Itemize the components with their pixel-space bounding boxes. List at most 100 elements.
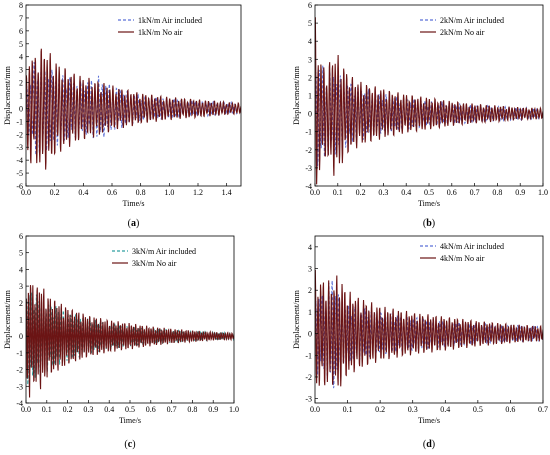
- y-tick-label: 6: [19, 27, 23, 36]
- y-tick-label: 7: [19, 14, 23, 23]
- x-tick-label: 0.2: [375, 405, 385, 414]
- panel-b: 0.0 0.1 0.2 0.3 0.4 0.5 0.6 0.7 0.8 0.9 1.0 -4 -3 -2 -…: [292, 1, 548, 229]
- x-tick-label: 0.0: [21, 188, 31, 197]
- y-tick-label: -3: [16, 143, 23, 152]
- x-tick-label: 0.6: [447, 188, 457, 197]
- x-tick-label: 0.3: [408, 405, 418, 414]
- legend-entry: 4kN/m Air included: [440, 242, 504, 251]
- y-tick-label: -2: [16, 366, 23, 375]
- y-tick-label: -5: [16, 169, 23, 178]
- x-tick-label: 0.6: [505, 405, 515, 414]
- x-tick-label: 0.4: [440, 405, 450, 414]
- x-tick-label: 0.0: [310, 188, 320, 197]
- y-tick-label: 6: [308, 1, 312, 10]
- legend-entry: 4kN/m No air: [440, 254, 485, 263]
- x-tick-label: 0.3: [378, 188, 388, 197]
- x-tick-label: 0.0: [21, 405, 31, 414]
- y-tick-label: 3: [19, 66, 23, 75]
- x-tick-label: 0.1: [42, 405, 52, 414]
- y-tick-label: 0: [19, 332, 23, 341]
- y-tick-label: -2: [305, 373, 312, 382]
- y-tick-label: -2: [305, 146, 312, 155]
- x-tick-label: 0.2: [50, 188, 60, 197]
- y-tick-label: 0: [308, 110, 312, 119]
- x-tick-label: 1.0: [538, 188, 548, 197]
- legend-entry: 3kN/m Air included: [132, 247, 196, 256]
- series-group: [315, 17, 543, 185]
- y-axis-label: Displacement/mm: [292, 65, 301, 124]
- y-tick-label: 1: [308, 92, 312, 101]
- y-tick-label: 1: [19, 92, 23, 101]
- x-tick-label: 0.3: [83, 405, 93, 414]
- y-tick-label: 2: [19, 79, 23, 88]
- y-tick-label: 3: [308, 265, 312, 274]
- legend: 4kN/m Air included 4kN/m No air: [420, 242, 504, 263]
- x-tick-label: 0.9: [208, 405, 218, 414]
- x-tick-label: 0.5: [424, 188, 434, 197]
- x-axis-label: Time/s: [418, 199, 440, 208]
- series-group: [26, 48, 241, 170]
- y-tick-label: -4: [305, 182, 312, 191]
- x-tick-label: 0.7: [470, 188, 480, 197]
- x-tick-label: 0.8: [136, 188, 146, 197]
- legend: 1kN/m Air included 1kN/m No air: [118, 16, 202, 37]
- y-tick-label: 1: [308, 308, 312, 317]
- y-tick-label: -1: [305, 351, 312, 360]
- x-tick-label: 0.8: [187, 405, 197, 414]
- panel-d: 0.0 0.1 0.2 0.3 0.4 0.5 0.6 0.7 -3 -2 -1 0 1 2 3 4 Time/…: [292, 235, 548, 450]
- y-tick-label: -3: [305, 395, 312, 404]
- y-tick-label: -4: [16, 156, 23, 165]
- series-line-no-air: [26, 48, 241, 170]
- legend-entry: 2kN/m Air included: [440, 16, 504, 25]
- y-tick-label: -1: [16, 117, 23, 126]
- y-tick-label: 4: [308, 37, 312, 46]
- x-tick-label: 0.4: [78, 188, 88, 197]
- y-tick-label: -1: [305, 128, 312, 137]
- x-tick-label: 0.9: [515, 188, 525, 197]
- legend-entry: 3kN/m No air: [132, 259, 177, 268]
- x-tick-label: 1.0: [164, 188, 174, 197]
- x-tick-label: 0.4: [104, 405, 114, 414]
- x-tick-label: 0.1: [343, 405, 353, 414]
- x-axis-label: Time/s: [119, 416, 141, 425]
- x-tick-label: 0.6: [146, 405, 156, 414]
- x-tick-label: 0.5: [125, 405, 135, 414]
- y-axis-label: Displacement/mm: [3, 65, 12, 124]
- series-line-no-air: [315, 17, 543, 185]
- y-tick-label: 2: [308, 286, 312, 295]
- x-axis-label: Time/s: [123, 199, 145, 208]
- legend-entry: 1kN/m Air included: [138, 16, 202, 25]
- x-tick-label: 0.5: [473, 405, 483, 414]
- series-group: [315, 269, 543, 389]
- plot-frame: [314, 235, 544, 404]
- panel-label: (a): [128, 218, 140, 229]
- series-line-no-air: [26, 285, 234, 398]
- x-tick-label: 1.2: [193, 188, 203, 197]
- y-tick-label: 4: [308, 243, 312, 252]
- y-tick-label: -3: [305, 164, 312, 173]
- x-axis-label: Time/s: [418, 416, 440, 425]
- y-tick-label: -6: [16, 182, 23, 191]
- y-tick-label: 3: [19, 282, 23, 291]
- panel-a: 0.0 0.2 0.4 0.6 0.8 1.0 1.2 1.4 -6 -5 -4 -3 -2 -1 0 1 2 3…: [3, 1, 242, 229]
- y-axis-label: Displacement/mm: [292, 289, 301, 348]
- series-group: [26, 285, 234, 398]
- x-tick-label: 0.7: [167, 405, 177, 414]
- legend-entry: 1kN/m No air: [138, 28, 183, 37]
- y-tick-label: -3: [16, 382, 23, 391]
- y-tick-label: 4: [19, 265, 23, 274]
- x-tick-label: 1.4: [222, 188, 232, 197]
- y-tick-label: 6: [19, 232, 23, 241]
- x-tick-label: 0.2: [356, 188, 366, 197]
- x-tick-label: 0.0: [310, 405, 320, 414]
- y-tick-label: 0: [308, 330, 312, 339]
- y-tick-label: 4: [19, 53, 23, 62]
- legend-entry: 2kN/m No air: [440, 28, 485, 37]
- y-tick-label: 1: [19, 316, 23, 325]
- panel-label: (d): [423, 439, 435, 450]
- y-tick-label: 5: [19, 249, 23, 258]
- x-tick-label: 1.0: [229, 405, 239, 414]
- y-tick-label: 3: [308, 55, 312, 64]
- y-tick-label: 5: [19, 40, 23, 49]
